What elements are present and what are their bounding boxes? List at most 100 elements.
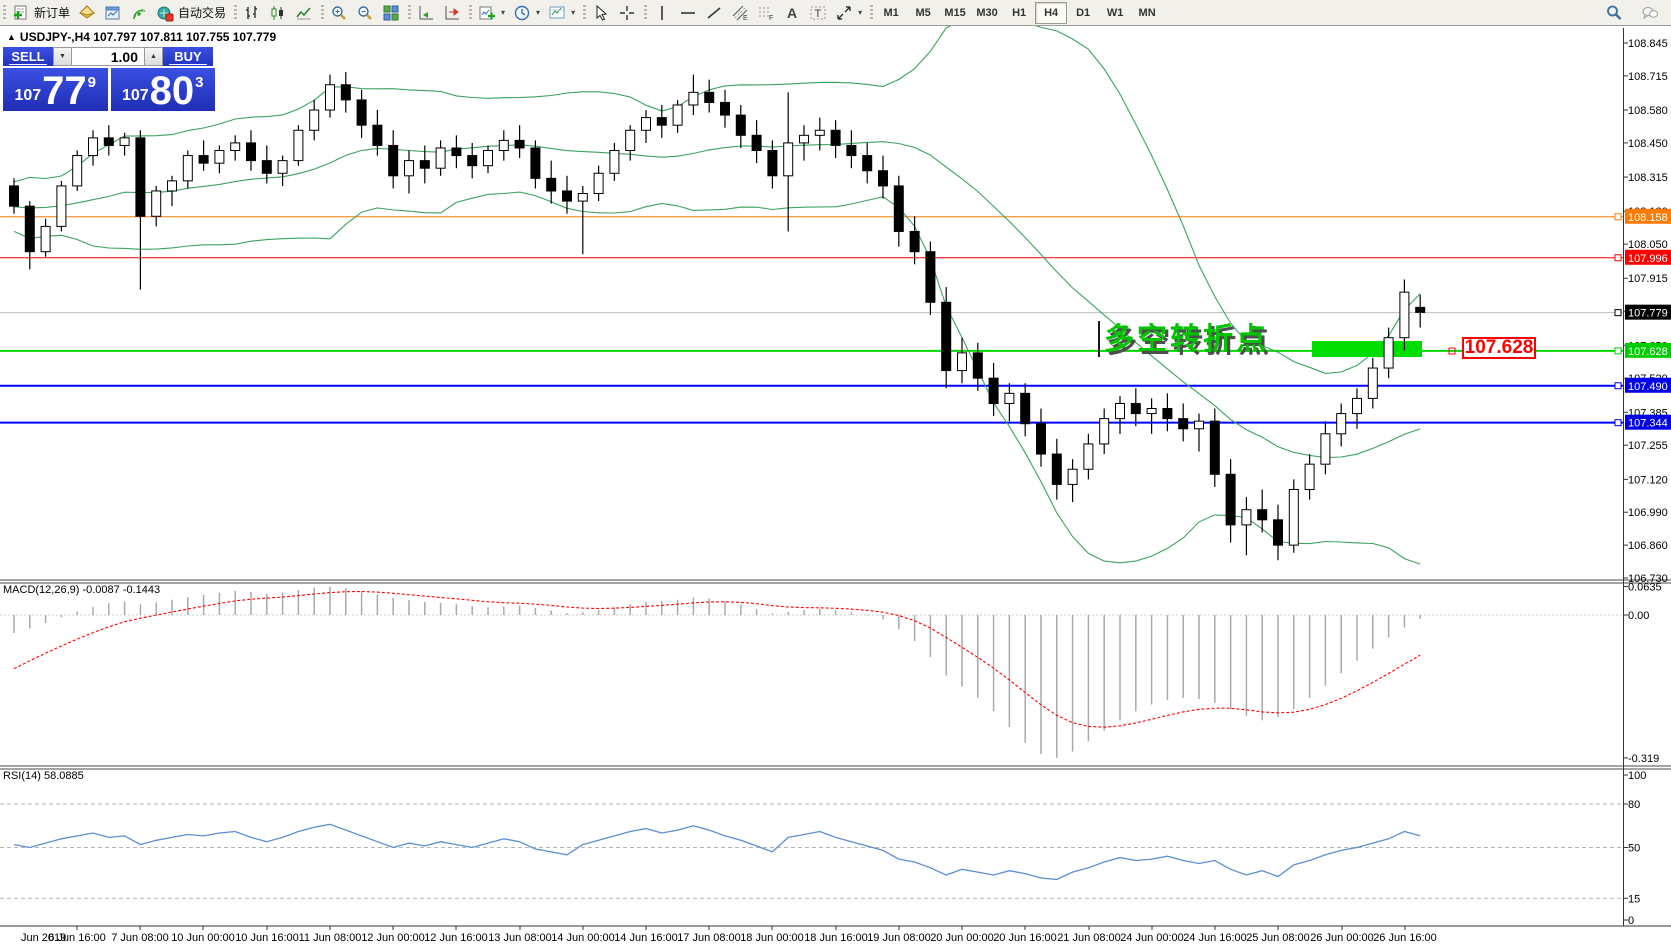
dropdown-caret-icon[interactable]: ▾ <box>858 8 863 17</box>
bull-candle <box>799 134 809 144</box>
bull-candle <box>483 150 493 167</box>
templates-button[interactable]: ▾ <box>544 1 579 25</box>
buy-price-pip: 3 <box>195 74 204 91</box>
rsi-tick-label: 0 <box>1628 915 1634 927</box>
zoom-out-button[interactable] <box>352 1 378 25</box>
macd-tick-label: 0.0635 <box>1628 582 1662 594</box>
auto-scroll-button[interactable] <box>413 1 439 25</box>
dropdown-caret-icon[interactable]: ▾ <box>571 8 576 17</box>
crosshair-button[interactable] <box>614 1 640 25</box>
text-label-button[interactable]: T <box>805 1 831 25</box>
volume-down-button[interactable]: ▼ <box>53 47 72 66</box>
callout-anchor-marker <box>1448 347 1456 355</box>
zoom-in-button[interactable] <box>326 1 352 25</box>
bear-candle <box>1178 418 1189 430</box>
chat-button[interactable] <box>1637 1 1663 25</box>
time-tick-label: 11 Jun 08:00 <box>299 932 362 944</box>
time-tick-label: 13 Jun 08:00 <box>488 932 552 944</box>
buy-price-panel[interactable]: 107 80 3 <box>110 68 215 111</box>
sell-button[interactable]: SELL <box>3 47 53 66</box>
bollinger-upper-band[interactable] <box>13 9 1421 374</box>
candlestick-chart-icon <box>269 4 287 22</box>
timeframe-button-m5[interactable]: M5 <box>915 6 931 19</box>
rsi-line[interactable] <box>13 823 1421 881</box>
macd-signal-line[interactable] <box>13 590 1421 728</box>
time-tick-label: 20 Jun 16:00 <box>993 932 1057 944</box>
bull-candle <box>641 117 651 131</box>
cursor-button[interactable] <box>588 1 614 25</box>
candlestick-chart-button[interactable] <box>265 1 291 25</box>
bollinger-middle-band[interactable] <box>13 141 1421 459</box>
turning-point-annotation[interactable]: 多空转折点 <box>1104 323 1269 356</box>
fibonacci-button[interactable]: F <box>753 1 779 25</box>
price-callout-box[interactable]: 107.628 <box>1462 337 1536 359</box>
bull-candle <box>688 91 699 106</box>
support-zone-rectangle[interactable] <box>1312 341 1422 357</box>
bear-candle <box>1051 453 1062 485</box>
chart-shift-button[interactable] <box>439 1 465 25</box>
buy-button[interactable]: BUY <box>163 47 213 66</box>
bear-candle <box>751 134 762 152</box>
bull-candle <box>293 129 304 162</box>
bull-candle <box>309 109 320 131</box>
new-order-button[interactable]: 新订单 <box>8 1 74 25</box>
time-tick-label: 26 Jun 16:00 <box>1373 932 1437 944</box>
volume-input[interactable] <box>72 47 144 66</box>
bear-candle <box>909 230 920 253</box>
time-tick-label: 10 Jun 00:00 <box>171 932 235 944</box>
timeframe-button-m15[interactable]: M15 <box>944 6 966 19</box>
indicators-button[interactable]: ▾ <box>474 1 509 25</box>
toolbar-group <box>233 1 320 25</box>
annotation-cursor-line <box>1098 321 1100 357</box>
timeframe-button-h4[interactable]: H4 <box>1035 1 1068 24</box>
price-tick-label: 106.730 <box>1628 573 1668 585</box>
timeframe-button-mn[interactable]: MN <box>1138 6 1156 19</box>
tile-windows-button[interactable] <box>378 1 404 25</box>
dropdown-caret-icon[interactable]: ▾ <box>501 8 506 17</box>
price-badge-label: 107.490 <box>1628 381 1668 393</box>
tile-windows-icon <box>382 4 400 22</box>
sell-price-prefix: 107 <box>14 87 42 104</box>
vertical-line-button[interactable] <box>649 1 675 25</box>
price-badge-label: 107.344 <box>1628 418 1668 430</box>
timeframe-button-m30[interactable]: M30 <box>976 6 998 19</box>
trendline-button[interactable] <box>701 1 727 25</box>
level-anchor-marker <box>1614 213 1622 221</box>
bull-candle <box>672 104 683 126</box>
templates-icon <box>548 4 566 22</box>
equidistant-channel-button[interactable]: E <box>727 1 753 25</box>
time-tick-label: 10 Jun 16:00 <box>235 932 299 944</box>
line-chart-button[interactable] <box>291 1 317 25</box>
signals-button[interactable] <box>126 1 152 25</box>
autotrading-button[interactable]: 自动交易 <box>152 1 230 25</box>
bear-candle <box>1415 306 1426 313</box>
timeframe-button-h1[interactable]: H1 <box>1012 6 1027 19</box>
price-tick-label: 108.050 <box>1628 239 1668 251</box>
macd-tick-label: 0.00 <box>1628 610 1649 622</box>
rsi-tick-label: 15 <box>1628 893 1640 905</box>
volume-up-button[interactable]: ▲ <box>144 47 163 66</box>
timeframe-button-m1[interactable]: M1 <box>883 6 899 19</box>
search-button[interactable] <box>1601 1 1627 25</box>
bull-candle <box>119 137 130 146</box>
periods-button[interactable]: ▾ <box>509 1 544 25</box>
arrows-button[interactable]: ▾ <box>831 1 866 25</box>
dropdown-caret-icon[interactable]: ▾ <box>536 8 541 17</box>
time-tick-label: 14 Jun 00:00 <box>551 932 615 944</box>
text-button[interactable]: A <box>779 1 805 25</box>
bar-chart-button[interactable] <box>239 1 265 25</box>
new-chart-button[interactable] <box>100 1 126 25</box>
horizontal-line-icon <box>679 4 697 22</box>
toolbar-group <box>407 1 468 25</box>
metaeditor-button[interactable] <box>74 1 100 25</box>
horizontal-line-button[interactable] <box>675 1 701 25</box>
bear-candle <box>24 205 35 253</box>
bear-candle <box>135 137 146 217</box>
new-order-label: 新订单 <box>34 6 71 20</box>
timeframe-button-w1[interactable]: W1 <box>1106 6 1124 19</box>
sell-price-panel[interactable]: 107 77 9 <box>3 68 108 111</box>
bollinger-lower-band[interactable] <box>13 191 1421 565</box>
timeframe-button-d1[interactable]: D1 <box>1076 6 1091 19</box>
price-tick-label: 108.845 <box>1628 38 1668 50</box>
